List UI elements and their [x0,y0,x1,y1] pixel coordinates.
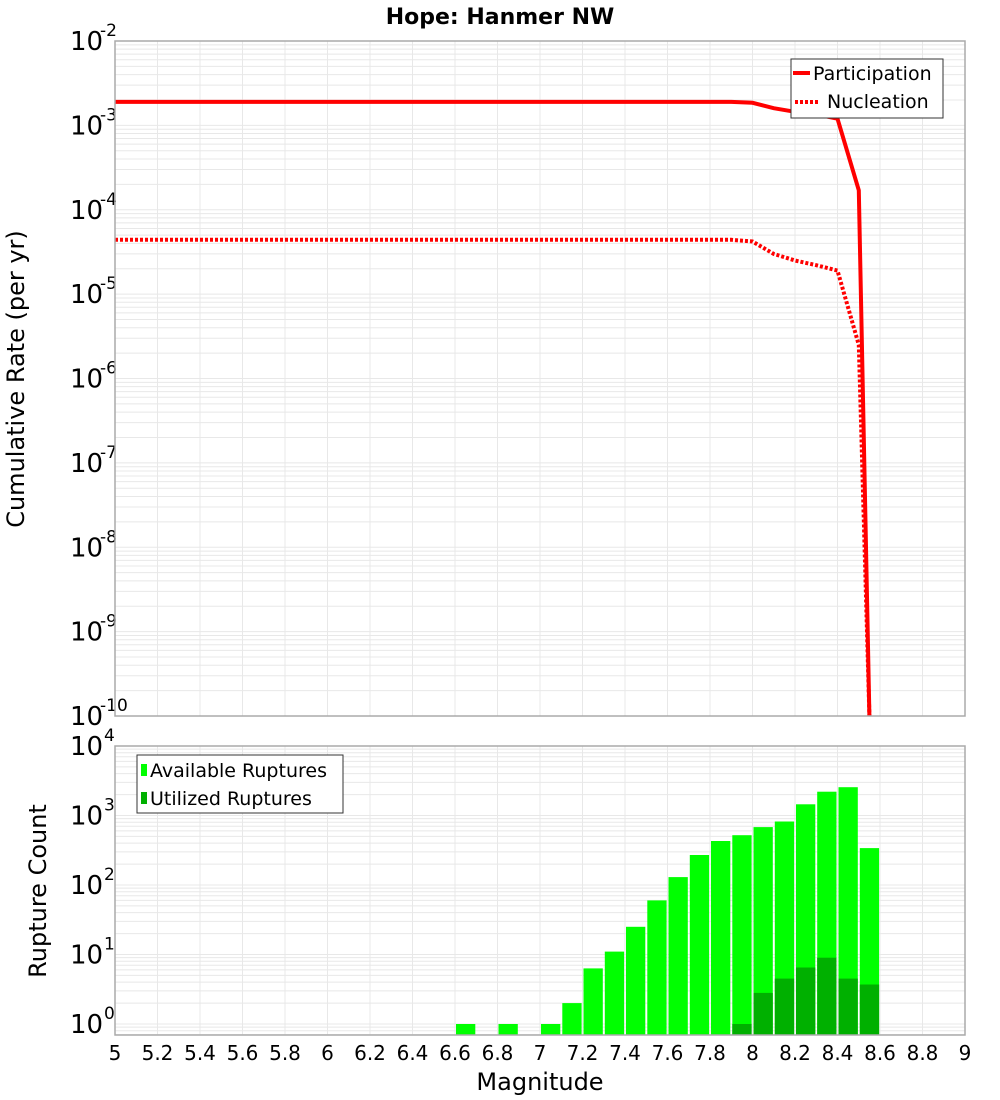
y-tick-exponent: -4 [100,190,117,210]
rate-y-axis-label: Cumulative Rate (per yr) [2,230,30,528]
x-tick-label: 6 [321,1041,334,1065]
x-tick-label: 5.8 [269,1041,301,1065]
x-tick-label: 6.6 [439,1041,471,1065]
available-ruptures-bar [562,1003,582,1035]
y-tick-label: 10 [70,871,103,901]
y-tick-label: 10 [70,941,103,971]
x-tick-label: 7.2 [567,1041,599,1065]
nucleation-legend-label: Nucleation [827,91,929,113]
count-plot-border [114,745,966,1036]
available-ruptures-bar [626,926,646,1035]
y-tick-exponent: 2 [104,865,115,885]
y-tick-label: 10 [70,802,103,832]
available-ruptures-bar [604,951,625,1035]
rate-y-ticks: 10-210-310-410-510-610-710-810-910-10 [70,21,128,732]
y-tick-exponent: -2 [100,21,117,41]
x-tick-label: 8.6 [864,1041,896,1065]
y-tick-exponent: -6 [100,359,117,379]
rate-gridlines [115,41,966,717]
utilized-ruptures-bar [859,984,880,1035]
y-tick-exponent: 0 [104,1004,115,1024]
x-tick-label: 8.4 [822,1041,854,1065]
available-ruptures-bar [838,787,858,1035]
y-tick-label: 10 [70,27,103,57]
x-tick-label: 8.2 [779,1041,811,1065]
available-ruptures-bar [583,968,603,1035]
y-tick-label: 10 [70,702,103,732]
count-y-axis-label: Rupture Count [24,804,52,978]
rate-legend: Participation Nucleation [790,58,944,119]
utilized-ruptures-bar [796,967,816,1035]
x-tick-label: 6.8 [482,1041,514,1065]
available-ruptures-bar [541,1024,561,1035]
utilized-legend-label: Utilized Ruptures [150,788,312,810]
x-tick-label: 5.6 [227,1041,259,1065]
available-legend-label: Available Ruptures [150,760,327,782]
x-tick-label: 8.8 [907,1041,939,1065]
available-ruptures-bar [456,1024,476,1035]
y-tick-label: 10 [70,280,103,310]
y-tick-exponent: -3 [100,105,117,125]
y-tick-label: 10 [70,365,103,395]
utilized-legend-swatch [141,792,147,804]
utilized-ruptures-bar [817,957,837,1035]
rate-panel: 10-210-310-410-510-610-710-810-910-10 Pa… [2,21,966,732]
available-ruptures-bar [689,855,710,1035]
x-tick-label: 7.4 [609,1041,641,1065]
chart-title: Hope: Hanmer NW [386,5,615,30]
available-ruptures-bar [711,841,731,1035]
rate-plot-border [114,40,966,717]
x-tick-label: 6.4 [397,1041,429,1065]
y-tick-label: 10 [70,196,103,226]
y-tick-label: 10 [70,1010,103,1040]
y-tick-exponent: 3 [104,796,115,816]
y-tick-exponent: -9 [100,612,117,632]
x-tick-label: 5.2 [142,1041,174,1065]
utilized-ruptures-bar [753,992,773,1035]
utilized-ruptures-bar [732,1024,752,1035]
x-tick-label: 6.2 [354,1041,386,1065]
available-ruptures-bar [753,827,773,1035]
utilized-ruptures-bar [774,978,795,1035]
count-bars [456,787,880,1035]
x-ticks: 5 5.2 5.4 5.6 5.8 6 6.2 6.4 6.6 6.8 7 7.2 7.4 7.6 7.8 8… [109,1041,972,1065]
y-tick-label: 10 [70,732,103,762]
x-tick-label: 5 [109,1041,122,1065]
available-ruptures-bar [732,835,752,1035]
x-tick-label: 7.6 [652,1041,684,1065]
y-tick-exponent: -7 [100,443,117,463]
x-tick-label: 5.4 [184,1041,216,1065]
participation-legend-label: Participation [813,63,932,85]
x-tick-label: 8 [746,1041,759,1065]
utilized-ruptures-bar [838,978,858,1035]
x-tick-label: 7 [534,1041,547,1065]
available-ruptures-bar [647,900,667,1035]
y-tick-label: 10 [70,533,103,563]
y-tick-exponent: 4 [104,726,115,746]
x-tick-label: 7.8 [694,1041,726,1065]
y-tick-label: 10 [70,449,103,479]
y-tick-label: 10 [70,111,103,141]
available-legend-swatch [141,764,147,776]
y-tick-exponent: -10 [100,696,128,716]
y-tick-exponent: -8 [100,527,117,547]
y-tick-exponent: -5 [100,274,117,294]
available-ruptures-bar [668,877,688,1035]
count-legend: Available Ruptures Utilized Ruptures [136,754,344,814]
y-tick-exponent: 1 [104,935,115,955]
x-tick-label: 9 [959,1041,972,1065]
available-ruptures-bar [498,1024,518,1035]
x-axis-label: Magnitude [476,1068,603,1096]
y-tick-label: 10 [70,618,103,648]
